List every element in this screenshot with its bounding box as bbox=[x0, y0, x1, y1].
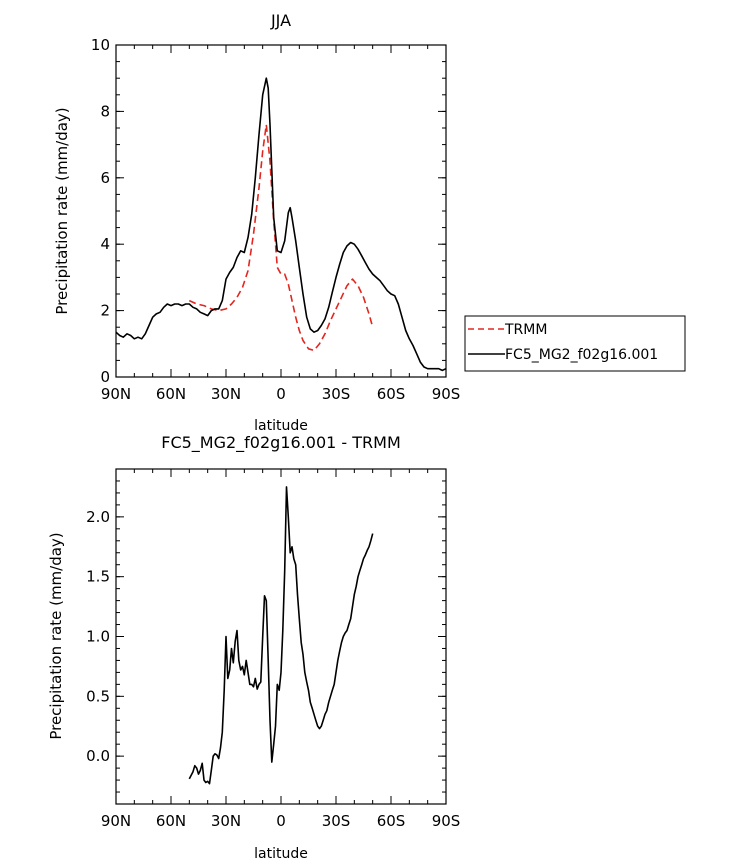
legend-label-model: FC5_MG2_f02g16.001 bbox=[505, 347, 658, 363]
series-line-difference bbox=[188, 486, 374, 785]
series-line-model bbox=[115, 77, 447, 372]
x-tick-label: 90S bbox=[432, 385, 461, 403]
bottom-panel: FC5_MG2_f02g16.001 - TRMM Precipitation … bbox=[47, 433, 460, 862]
y-tick-label: 0 bbox=[100, 368, 110, 386]
bottom-xlabel: latitude bbox=[254, 846, 308, 862]
y-tick-label: 1.5 bbox=[86, 568, 110, 586]
x-tick-label: 60N bbox=[156, 385, 186, 403]
y-tick-label: 2 bbox=[100, 302, 110, 320]
bottom-chart-title: FC5_MG2_f02g16.001 - TRMM bbox=[161, 433, 401, 453]
y-tick-label: 0.0 bbox=[86, 747, 110, 765]
y-tick-label: 8 bbox=[100, 102, 110, 120]
top-xlabel: latitude bbox=[254, 418, 308, 434]
series-line-trmm bbox=[188, 123, 374, 352]
x-tick-label: 90S bbox=[432, 812, 461, 830]
bottom-plot-frame bbox=[115, 468, 447, 805]
x-tick-label: 60S bbox=[377, 812, 406, 830]
top-chart-title: JJA bbox=[270, 11, 291, 30]
top-panel: JJA Precipitation rate (mm/day) latitude… bbox=[53, 11, 686, 434]
x-tick-label: 0 bbox=[276, 385, 286, 403]
y-tick-label: 1.0 bbox=[86, 628, 110, 646]
legend: TRMM FC5_MG2_f02g16.001 bbox=[464, 315, 686, 372]
x-tick-label: 60S bbox=[377, 385, 406, 403]
x-tick-label: 30S bbox=[322, 385, 351, 403]
x-tick-label: 60N bbox=[156, 812, 186, 830]
y-tick-label: 6 bbox=[100, 169, 110, 187]
x-tick-label: 30N bbox=[211, 385, 241, 403]
y-tick-label: 2.0 bbox=[86, 508, 110, 526]
y-tick-label: 10 bbox=[91, 36, 110, 54]
bottom-ylabel: Precipitation rate (mm/day) bbox=[47, 532, 65, 739]
x-tick-label: 90N bbox=[101, 812, 131, 830]
top-plot-frame bbox=[115, 44, 447, 378]
x-tick-label: 30N bbox=[211, 812, 241, 830]
y-tick-label: 4 bbox=[100, 235, 110, 253]
x-tick-label: 0 bbox=[276, 812, 286, 830]
legend-label-trmm: TRMM bbox=[504, 322, 547, 338]
legend-box bbox=[464, 315, 686, 372]
x-tick-label: 30S bbox=[322, 812, 351, 830]
x-tick-label: 90N bbox=[101, 385, 131, 403]
y-tick-label: 0.5 bbox=[86, 687, 110, 705]
top-ylabel: Precipitation rate (mm/day) bbox=[53, 107, 71, 314]
